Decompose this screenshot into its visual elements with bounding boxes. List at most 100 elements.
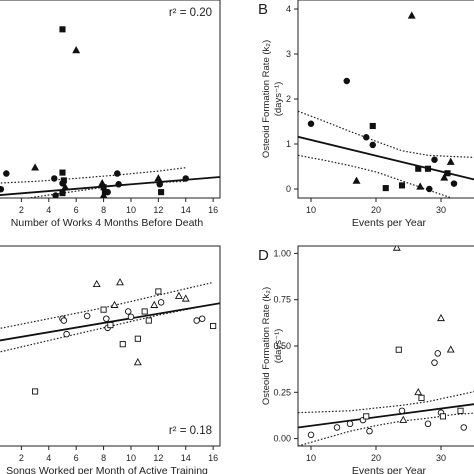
x-tick-label: 8 xyxy=(101,205,106,215)
data-point-circle xyxy=(333,424,341,431)
x-tick-label: 20 xyxy=(371,453,381,463)
data-point-triangle xyxy=(116,278,124,286)
data-point-circle xyxy=(307,431,315,439)
y-axis-label: Osteoid Formation Rate (k₂) xyxy=(261,287,272,405)
plot-frame xyxy=(297,0,474,199)
regression-line xyxy=(0,176,220,196)
data-point-square xyxy=(457,407,464,414)
data-point-circle xyxy=(182,175,190,182)
data-point-square xyxy=(59,26,66,33)
y-tick-label: 3 xyxy=(286,49,291,59)
data-point-triangle xyxy=(446,345,455,353)
data-point-triangle xyxy=(416,182,425,190)
data-point-triangle xyxy=(440,173,449,181)
data-point-triangle xyxy=(392,246,401,251)
data-point-square xyxy=(382,185,389,192)
ci-upper-line xyxy=(0,167,186,184)
panel-A: 2 4 6 8 10 12 14 16 Number of Works 4 Months Bef… xyxy=(0,0,221,229)
x-axis-label: Number of Works 4 Months Before Death xyxy=(11,217,204,229)
data-point-square xyxy=(158,189,165,196)
x-tick-label: 10 xyxy=(306,205,316,215)
data-point-circle xyxy=(363,133,370,141)
data-point-circle xyxy=(431,156,438,163)
data-point-square xyxy=(369,122,376,130)
r-squared-annotation: r² = 0.18 xyxy=(169,425,212,437)
x-tick-label: 30 xyxy=(436,453,446,463)
data-point-square xyxy=(141,308,148,315)
x-tick-label: 2 xyxy=(19,205,24,215)
regression-line xyxy=(0,302,220,342)
data-point-triangle xyxy=(150,300,159,308)
data-point-triangle xyxy=(61,182,70,191)
r-squared-annotation: r² = 0.20 xyxy=(169,7,212,19)
data-point-circle xyxy=(198,315,206,322)
data-point-circle xyxy=(398,407,406,415)
x-axis-label: Events per Year xyxy=(352,217,427,229)
data-point-triangle xyxy=(72,46,81,54)
x-tick-label: 6 xyxy=(74,453,79,463)
data-point-triangle xyxy=(437,313,445,322)
y-axis-units: (days⁻¹) xyxy=(273,82,284,117)
data-point-circle xyxy=(434,350,442,357)
data-point-circle xyxy=(0,185,5,193)
data-point-square xyxy=(100,184,107,191)
data-point-triangle xyxy=(154,174,163,182)
plot-frame xyxy=(0,245,221,447)
data-point-square xyxy=(32,388,39,395)
x-tick-label: 16 xyxy=(208,453,218,463)
x-tick-label: 6 xyxy=(74,205,79,215)
data-point-triangle xyxy=(99,191,108,198)
x-tick-label: 20 xyxy=(371,205,381,215)
x-tick-label: 14 xyxy=(181,453,191,463)
data-point-circle xyxy=(450,180,458,187)
y-axis-units: (days⁻¹) xyxy=(273,329,284,364)
data-point-square xyxy=(439,413,447,420)
data-point-circle xyxy=(3,170,10,177)
data-point-circle xyxy=(369,141,377,149)
data-point-square xyxy=(59,169,66,176)
data-point-circle xyxy=(343,77,351,85)
data-point-circle xyxy=(51,175,58,182)
data-point-square xyxy=(155,288,162,295)
data-point-circle xyxy=(60,317,68,324)
data-point-circle xyxy=(346,420,354,428)
data-point-circle xyxy=(424,420,432,428)
data-point-circle xyxy=(307,120,315,127)
data-point-triangle xyxy=(407,11,416,19)
y-tick-label: 2 xyxy=(286,94,291,104)
data-point-triangle xyxy=(446,157,455,165)
x-tick-label: 2 xyxy=(19,453,24,463)
data-point-circle xyxy=(124,308,132,315)
y-axis-label: Osteoid Formation Rate (k₂) xyxy=(261,40,272,158)
data-point-triangle xyxy=(174,291,183,299)
x-tick-label: 4 xyxy=(46,205,51,215)
panel-B: 10 20 30 0 1 2 3 4 Events per Year Osteoid Format… xyxy=(258,0,474,229)
data-point-circle xyxy=(114,170,121,177)
data-point-circle xyxy=(83,312,91,320)
data-point-square xyxy=(134,335,141,342)
data-point-circle xyxy=(52,192,59,198)
data-point-square xyxy=(424,165,432,172)
data-point-triangle xyxy=(92,279,101,288)
data-point-square xyxy=(395,346,402,353)
ci-lower-line xyxy=(298,154,454,198)
y-tick-label: 0.00 xyxy=(273,434,291,444)
y-tick-label: 0.25 xyxy=(273,387,291,397)
x-axis-label: Events per Year xyxy=(352,465,427,474)
data-point-circle xyxy=(193,317,200,324)
data-point-circle xyxy=(103,315,110,322)
data-point-triangle xyxy=(31,163,40,171)
x-tick-label: 12 xyxy=(153,453,163,463)
x-tick-label: 4 xyxy=(46,453,51,463)
ci-upper-line xyxy=(298,110,474,158)
data-point-square xyxy=(210,322,217,330)
data-point-square xyxy=(415,165,422,172)
x-axis-label: Songs Worked per Month of Active Trainin… xyxy=(6,465,208,474)
data-point-square xyxy=(363,413,370,420)
regression-line xyxy=(298,403,474,429)
x-tick-label: 16 xyxy=(208,205,218,215)
data-point-circle xyxy=(460,424,468,431)
data-point-circle xyxy=(157,299,165,306)
data-point-square xyxy=(145,317,152,324)
